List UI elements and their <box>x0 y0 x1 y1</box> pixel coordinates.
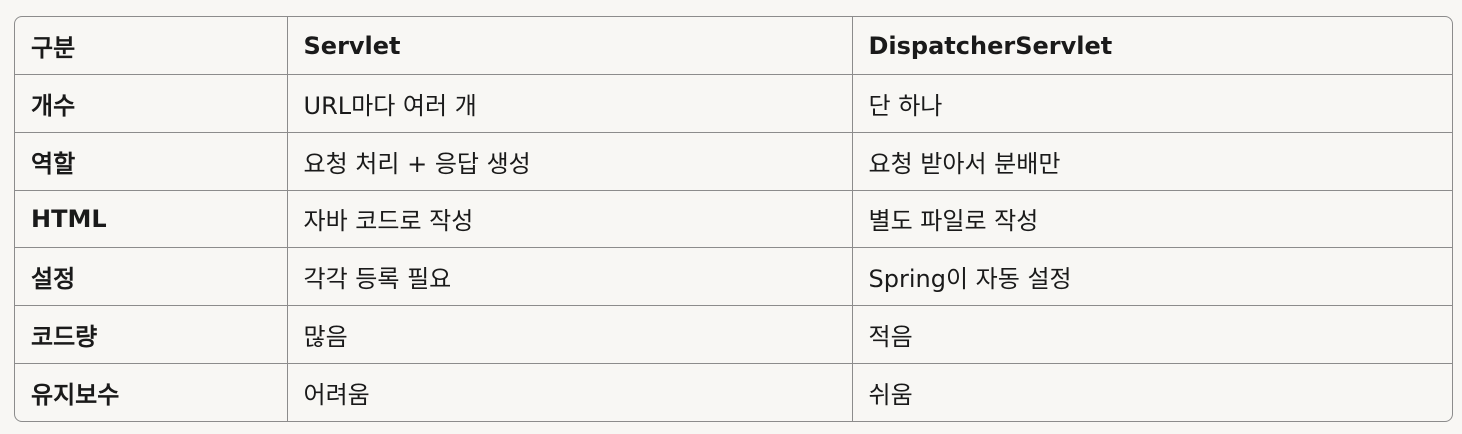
servlet-cell: 각각 등록 필요 <box>287 247 853 306</box>
table-row: HTML 자바 코드로 작성 별도 파일로 작성 <box>15 190 1452 249</box>
dispatcher-cell: 적음 <box>852 305 1452 364</box>
servlet-cell: 자바 코드로 작성 <box>287 190 853 249</box>
comparison-table: 구분 Servlet DispatcherServlet 개수 URL마다 여러… <box>14 16 1453 422</box>
header-category: 구분 <box>15 17 288 75</box>
row-label: 유지보수 <box>15 363 288 421</box>
table-row: 코드량 많음 적음 <box>15 305 1452 364</box>
row-label: HTML <box>15 190 288 249</box>
dispatcher-cell: 단 하나 <box>852 74 1452 133</box>
servlet-cell: 어려움 <box>287 363 853 421</box>
comparison-table-grid: 구분 Servlet DispatcherServlet 개수 URL마다 여러… <box>15 17 1452 421</box>
row-label: 설정 <box>15 247 288 306</box>
table-row: 개수 URL마다 여러 개 단 하나 <box>15 74 1452 133</box>
table-header-row: 구분 Servlet DispatcherServlet <box>15 17 1452 75</box>
table-row: 설정 각각 등록 필요 Spring이 자동 설정 <box>15 247 1452 306</box>
dispatcher-cell: 쉬움 <box>868 380 913 409</box>
dispatcher-cell: 요청 받아서 분배만 <box>852 132 1452 191</box>
servlet-cell: 요청 처리 + 응답 생성 <box>287 132 853 191</box>
row-label: 역할 <box>15 132 288 191</box>
row-label: 개수 <box>15 74 288 133</box>
table-row: 역할 요청 처리 + 응답 생성 요청 받아서 분배만 <box>15 132 1452 191</box>
dispatcher-cell: Spring이 자동 설정 <box>852 247 1452 306</box>
table-row: 유지보수 어려움 쉬움 <box>15 363 1452 421</box>
header-dispatcher-servlet: DispatcherServlet <box>852 17 1452 75</box>
dispatcher-cell: 별도 파일로 작성 <box>852 190 1452 249</box>
servlet-cell: URL마다 여러 개 <box>287 74 853 133</box>
row-label: 코드량 <box>15 305 288 364</box>
header-servlet: Servlet <box>287 17 853 75</box>
servlet-cell: 많음 <box>287 305 853 364</box>
